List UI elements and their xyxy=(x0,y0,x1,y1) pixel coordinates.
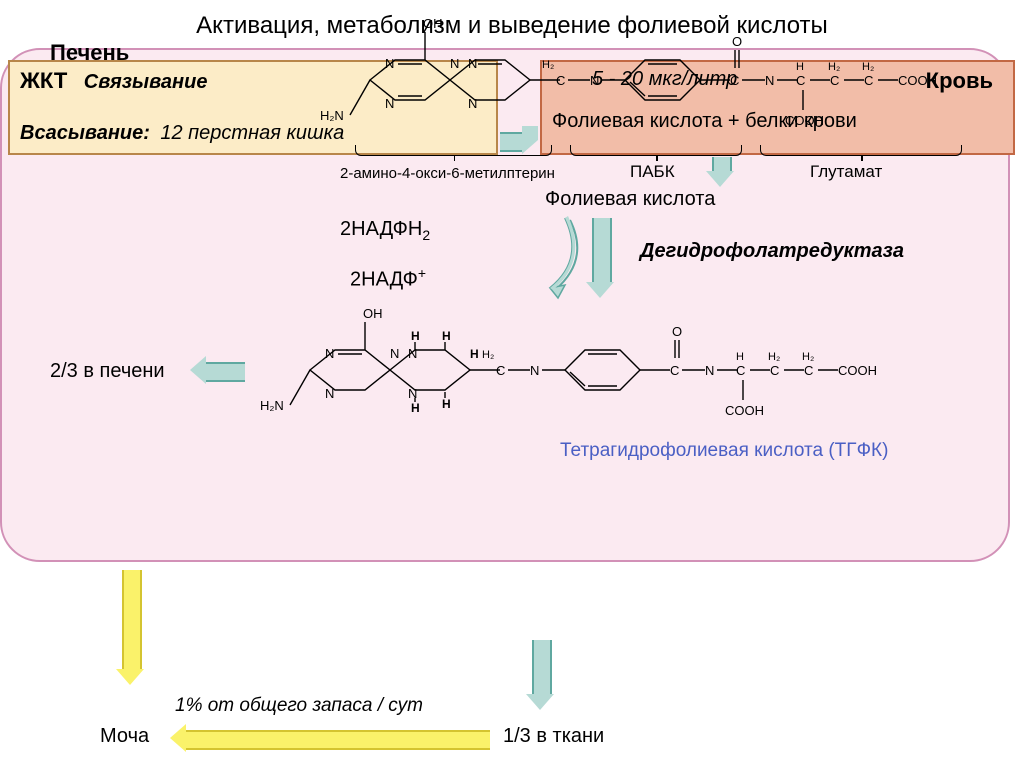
svg-text:C: C xyxy=(670,363,679,378)
svg-text:COOH: COOH xyxy=(725,403,764,418)
glutamate-label: Глутамат xyxy=(810,162,882,182)
folic-acid-structure: OH N N N N N H₂N H₂ C N C O N C H xyxy=(320,10,1000,160)
svg-text:N: N xyxy=(705,363,714,378)
svg-text:H: H xyxy=(411,401,420,415)
binding-label: Связывание xyxy=(84,71,208,93)
svg-text:H₂N: H₂N xyxy=(260,398,284,413)
svg-text:H: H xyxy=(442,397,451,411)
gkt-title: ЖКТ xyxy=(20,68,67,93)
svg-text:H₂: H₂ xyxy=(802,351,814,363)
liver-title: Печень xyxy=(50,40,129,66)
svg-text:H: H xyxy=(736,351,744,363)
svg-text:H: H xyxy=(796,61,804,73)
urine-label: Моча xyxy=(100,725,149,748)
svg-text:N: N xyxy=(390,346,399,361)
svg-text:OH: OH xyxy=(363,306,383,321)
svg-text:H₂: H₂ xyxy=(482,349,494,361)
svg-text:C: C xyxy=(736,363,745,378)
brace-glutamate xyxy=(760,145,962,156)
svg-text:C: C xyxy=(804,363,813,378)
svg-text:H₂: H₂ xyxy=(768,351,780,363)
svg-text:N: N xyxy=(408,346,417,361)
excretion-rate: 1% от общего запаса / сут xyxy=(175,695,423,717)
pabk-label: ПАБК xyxy=(630,162,675,182)
svg-text:C: C xyxy=(796,73,805,88)
brace-pabk xyxy=(570,145,742,156)
svg-text:COOH: COOH xyxy=(785,113,824,128)
svg-text:OH: OH xyxy=(423,16,443,31)
tissue-fraction: 1/3 в ткани xyxy=(503,725,604,748)
pterin-label: 2-амино-4-окси-6-метилптерин xyxy=(340,165,555,182)
svg-text:H₂N: H₂N xyxy=(320,108,344,123)
thfk-name: Тетрагидрофолиевая кислота (ТГФК) xyxy=(560,440,888,462)
svg-text:N: N xyxy=(468,56,477,71)
nadph-label: 2НАДФН2 xyxy=(340,218,430,243)
svg-text:H₂: H₂ xyxy=(542,59,554,71)
thfk-structure: OH N N N N N H₂N H H H H H H₂ C N C xyxy=(260,300,1000,450)
curve-arrow-nadph xyxy=(440,210,590,305)
svg-text:O: O xyxy=(732,34,742,49)
svg-text:C: C xyxy=(770,363,779,378)
svg-text:N: N xyxy=(385,56,394,71)
svg-text:N: N xyxy=(325,346,334,361)
absorption-label: Всасывание: xyxy=(20,122,150,144)
svg-text:C: C xyxy=(556,73,565,88)
svg-text:N: N xyxy=(385,96,394,111)
svg-text:H: H xyxy=(411,329,420,343)
folic-acid-name: Фолиевая кислота xyxy=(545,188,715,211)
svg-text:N: N xyxy=(765,73,774,88)
svg-text:N: N xyxy=(408,386,417,401)
svg-text:C: C xyxy=(864,73,873,88)
svg-text:H: H xyxy=(442,329,451,343)
svg-text:H: H xyxy=(470,347,479,361)
svg-text:N: N xyxy=(590,73,599,88)
svg-text:N: N xyxy=(325,386,334,401)
nadp-label: 2НАДФ+ xyxy=(350,265,426,292)
liver-fraction: 2/3 в печени xyxy=(50,360,165,383)
svg-text:N: N xyxy=(530,363,539,378)
svg-text:H₂: H₂ xyxy=(828,61,840,73)
svg-text:N: N xyxy=(468,96,477,111)
svg-text:H₂: H₂ xyxy=(862,61,874,73)
svg-text:COOH: COOH xyxy=(838,363,877,378)
svg-text:O: O xyxy=(672,324,682,339)
brace-pterin xyxy=(355,145,552,156)
absorption-site: 12 перстная кишка xyxy=(160,122,344,144)
svg-text:C: C xyxy=(730,73,739,88)
svg-text:COOH: COOH xyxy=(898,73,937,88)
svg-text:N: N xyxy=(450,56,459,71)
svg-text:C: C xyxy=(496,363,505,378)
svg-text:C: C xyxy=(830,73,839,88)
enzyme-label: Дегидрофолатредуктаза xyxy=(640,240,904,263)
